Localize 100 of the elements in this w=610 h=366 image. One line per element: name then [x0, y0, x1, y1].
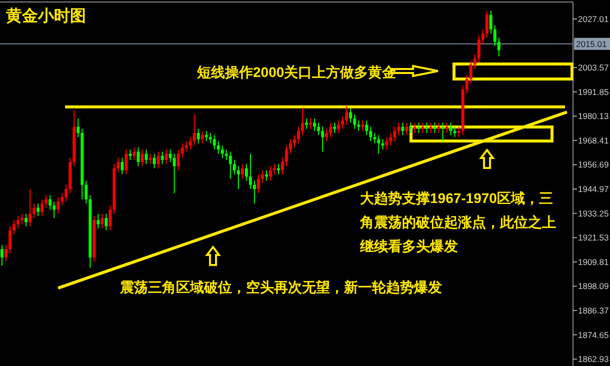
candlestick — [289, 138, 292, 154]
candlestick — [44, 194, 48, 208]
candlestick — [377, 134, 380, 154]
candlestick — [429, 122, 432, 134]
candlestick — [385, 136, 388, 150]
candlestick — [208, 132, 212, 144]
candlestick — [228, 151, 232, 180]
y-tick-label: 1980.13 — [578, 111, 609, 122]
candlestick — [405, 122, 408, 136]
candlestick — [409, 122, 412, 134]
candlestick — [160, 151, 164, 165]
candlestick — [180, 142, 184, 158]
candlestick — [417, 122, 420, 134]
candlestick — [216, 140, 220, 154]
candlestick — [317, 122, 320, 136]
candlestick — [120, 157, 124, 175]
candlestick — [168, 149, 172, 163]
candlestick — [361, 120, 364, 132]
annotation: 震荡三角区域破位，空头再次无望，新一轮趋势爆发 — [120, 278, 443, 297]
candlestick — [441, 122, 444, 142]
chart-title: 黄金小时图 — [6, 6, 86, 27]
candlestick — [276, 164, 280, 175]
y-tick-label: 1862.93 — [578, 354, 609, 364]
candlestick — [365, 120, 368, 136]
candlestick — [280, 157, 284, 175]
candlestick — [248, 153, 252, 190]
y-tick-label: 1874.65 — [578, 330, 609, 340]
candlestick — [469, 60, 472, 84]
y-tick-label: 1886.37 — [578, 306, 609, 316]
candlestick — [260, 170, 264, 184]
candlestick — [473, 54, 476, 70]
candlestick — [445, 122, 448, 134]
candlestick — [100, 213, 104, 229]
candlestick — [325, 128, 328, 142]
candlestick — [413, 122, 416, 134]
candlestick — [76, 118, 80, 138]
candlestick — [425, 122, 428, 134]
candlestick — [196, 128, 200, 144]
candlestick — [152, 153, 156, 169]
candlestick — [172, 153, 176, 194]
candlestick — [256, 174, 260, 194]
candlestick — [357, 120, 360, 132]
candlestick — [333, 122, 336, 134]
candlestick — [188, 136, 192, 150]
candlestick — [305, 118, 308, 130]
candlestick — [232, 159, 236, 175]
candlestick — [240, 164, 244, 180]
candlestick — [20, 213, 24, 225]
candlestick — [337, 120, 340, 134]
candlestick — [345, 106, 348, 126]
candlestick — [192, 114, 196, 146]
candlestick — [244, 164, 248, 182]
candlestick — [389, 132, 392, 146]
ref-line-label: 2015.01 — [576, 38, 607, 49]
candlestick — [301, 108, 304, 136]
candlestick — [401, 122, 404, 136]
candlestick — [96, 213, 100, 229]
candlestick — [481, 28, 484, 44]
candlestick — [64, 184, 68, 202]
candlestick — [449, 122, 452, 136]
y-tick-label: 1944.97 — [578, 184, 609, 194]
ref-label: 2015.01 — [574, 38, 610, 50]
candlestick — [212, 134, 216, 150]
candlestick — [373, 132, 376, 144]
candlestick — [465, 74, 468, 94]
candlestick — [313, 118, 316, 132]
candlestick — [264, 170, 268, 182]
candlestick — [108, 205, 112, 231]
candlestick — [329, 122, 332, 138]
candlestick — [236, 166, 240, 190]
candlestick — [56, 196, 60, 214]
candlestick — [60, 192, 64, 206]
candlestick — [293, 134, 296, 148]
candlestick — [349, 108, 352, 124]
candlestick — [393, 126, 396, 142]
candlestick — [104, 213, 108, 231]
candlestick — [12, 220, 16, 236]
candlestick — [252, 180, 256, 204]
candlestick — [453, 126, 456, 138]
candlestick — [136, 147, 140, 167]
candlestick — [4, 244, 8, 262]
candlestick — [116, 157, 120, 173]
candlestick — [200, 130, 204, 144]
y-tick-label: 1933.25 — [578, 208, 609, 218]
candlestick — [48, 194, 52, 210]
candlestick — [285, 144, 288, 167]
y-tick-label: 1956.69 — [578, 160, 609, 170]
y-tick-label: 1991.85 — [578, 86, 609, 97]
candlestick — [156, 151, 160, 169]
candlestick — [40, 198, 44, 216]
candlestick — [36, 202, 40, 216]
y-tick-label: 2003.57 — [578, 62, 609, 73]
candlestick — [489, 10, 492, 34]
candlestick — [421, 122, 424, 134]
candlestick — [140, 149, 144, 167]
candlestick — [0, 244, 4, 266]
candlestick — [341, 116, 344, 130]
candlestick — [457, 126, 460, 138]
candlestick — [184, 140, 188, 152]
candlestick — [8, 226, 12, 254]
